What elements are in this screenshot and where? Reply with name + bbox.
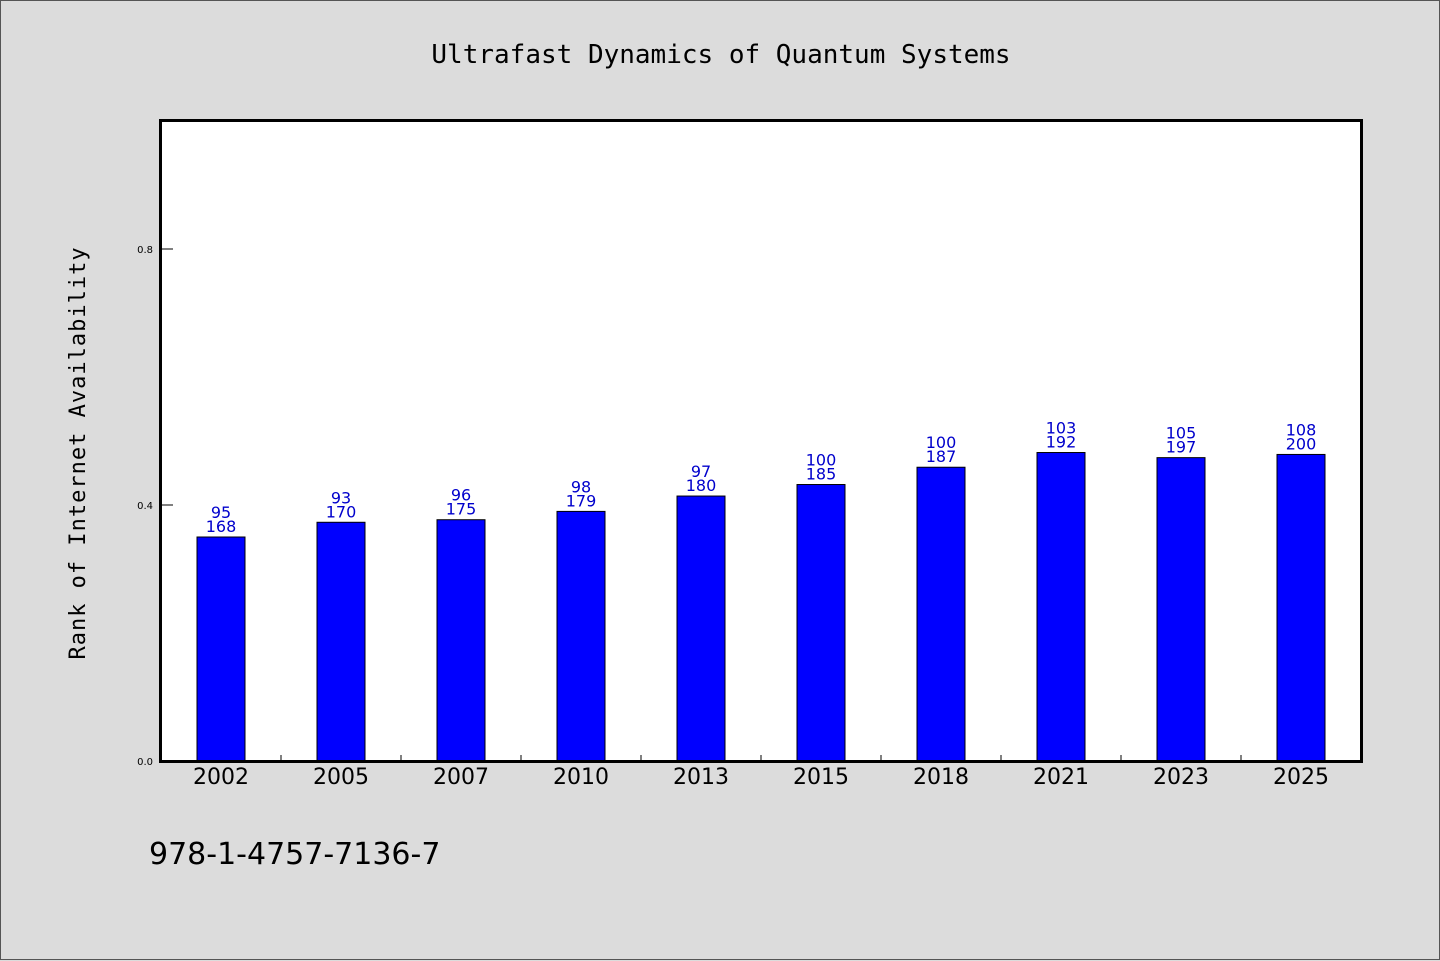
data-label-bottom-2015: 185: [806, 465, 837, 484]
data-label-top-2005: 93: [331, 488, 351, 507]
y-tick-label-0.4: 0.4: [137, 501, 153, 512]
bar-2002: [196, 536, 246, 762]
y-tick-label-0.0: 0.0: [137, 757, 153, 768]
x-tick-label-2015: 2015: [793, 765, 849, 790]
data-label-bottom-2007: 175: [446, 500, 477, 519]
x-tick-label-2007: 2007: [433, 765, 489, 790]
bar-2021: [1036, 452, 1086, 762]
x-tick-label-2018: 2018: [913, 765, 969, 790]
bar-2013: [676, 495, 726, 762]
data-label-top-2025: 108: [1286, 420, 1317, 439]
data-label-bottom-2010: 179: [566, 491, 597, 510]
plot-frame: [159, 119, 1363, 763]
x-tick-label-2005: 2005: [313, 765, 369, 790]
bars-layer: [196, 452, 1326, 762]
data-label-top-2007: 96: [451, 486, 471, 505]
x-tick-label-2025: 2025: [1273, 765, 1329, 790]
axes-layer: 2002 2005 2007 2010 2013 2015 2018 2021 2023 2025…: [137, 245, 1329, 790]
data-label-bottom-2002: 168: [206, 517, 237, 536]
data-label-top-2021: 103: [1046, 419, 1077, 438]
bar-2010: [556, 510, 606, 762]
data-label-bottom-2018: 187: [926, 447, 957, 466]
bar-2015: [796, 484, 846, 762]
bar-2005: [316, 521, 366, 762]
y-tick-label-0.8: 0.8: [137, 245, 153, 256]
data-label-top-2010: 98: [571, 477, 591, 496]
x-tick-label-2013: 2013: [673, 765, 729, 790]
data-label-top-2015: 100: [806, 451, 837, 470]
data-label-bottom-2021: 192: [1046, 433, 1077, 452]
chart-title: Ultrafast Dynamics of Quantum Systems: [431, 40, 1010, 70]
x-tick-label-2023: 2023: [1153, 765, 1209, 790]
data-label-top-2002: 95: [211, 503, 231, 522]
data-label-top-2013: 97: [691, 462, 711, 481]
data-label-top-2018: 100: [926, 433, 957, 452]
data-label-bottom-2025: 200: [1286, 434, 1317, 453]
data-label-top-2023: 105: [1166, 424, 1197, 443]
data-label-bottom-2005: 170: [326, 502, 357, 521]
bar-2025: [1276, 453, 1326, 762]
bar-2007: [436, 519, 486, 762]
data-label-bottom-2023: 197: [1166, 438, 1197, 457]
x-tick-label-2010: 2010: [553, 765, 609, 790]
isbn-text: 978-1-4757-7136-7: [149, 837, 440, 872]
x-tick-label-2002: 2002: [193, 765, 249, 790]
y-axis-label: Rank of Internet Availability: [66, 246, 91, 659]
bar-2023: [1156, 457, 1206, 762]
bar-2018: [916, 466, 966, 762]
x-tick-label-2021: 2021: [1033, 765, 1089, 790]
data-label-bottom-2013: 180: [686, 476, 717, 495]
